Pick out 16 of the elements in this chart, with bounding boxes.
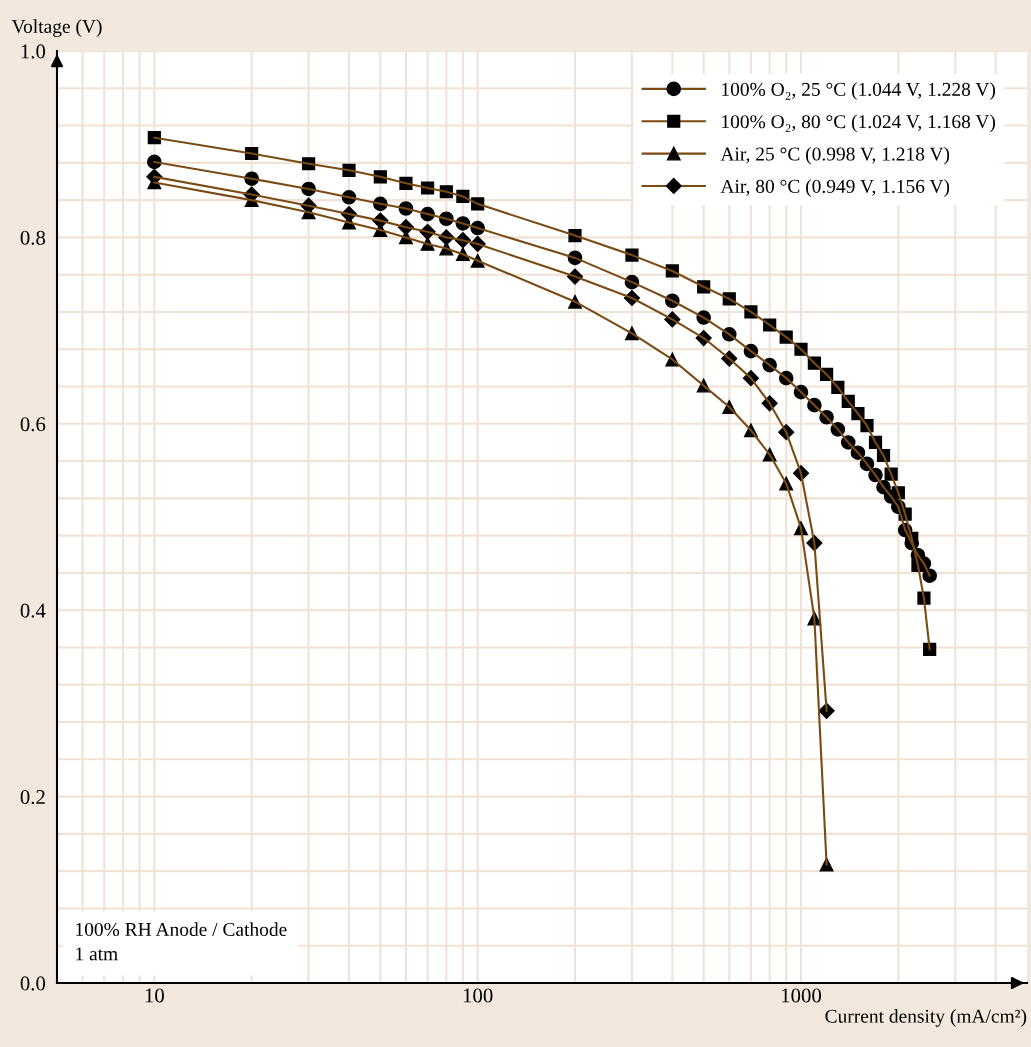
legend-label: 100% O₂, 80 °C (1.024 V, 1.168 V) (722, 114, 996, 133)
y-tick-label: 0.2 (20, 789, 45, 805)
x-tick-label: 100 (463, 988, 493, 1003)
y-tick-label: 1.0 (21, 44, 46, 59)
y-tick-label: 0.4 (20, 603, 46, 618)
y-tick-label: 0.6 (20, 417, 46, 432)
x-tick-label: 1000 (782, 988, 822, 1003)
annotation: 100% RH Anode / Cathode 1 atm (76, 922, 287, 961)
x-tick-label: 10 (145, 988, 164, 1003)
x-axis-title: Current density (mA/cm²) (825, 1009, 1027, 1027)
y-tick-label: 0.8 (20, 230, 46, 245)
y-tick-label: 0.0 (20, 976, 46, 991)
y-axis-title: Voltage (V) (11, 19, 102, 38)
legend-label: Air, 25 °C (0.998 V, 1.218 V) (720, 146, 950, 165)
legend-label: Air, 80 °C (0.949 V, 1.156 V) (720, 179, 950, 197)
legend-label: 100% O₂, 25 °C (1.044 V, 1.228 V) (722, 82, 996, 100)
